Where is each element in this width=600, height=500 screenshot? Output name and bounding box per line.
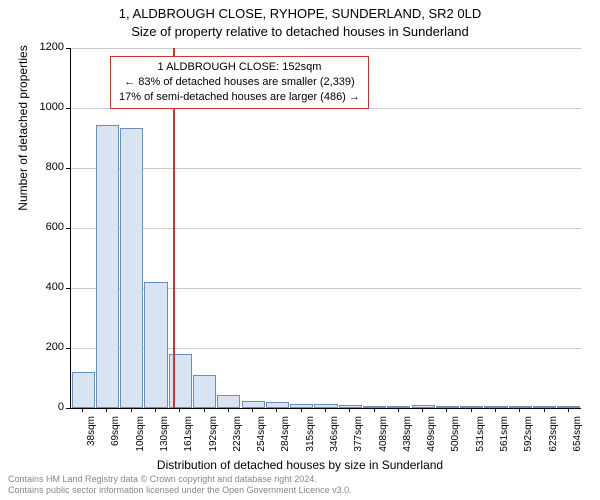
histogram-bar xyxy=(144,282,167,408)
y-tick-label: 0 xyxy=(34,401,64,413)
annotation-box: 1 ALDBROUGH CLOSE: 152sqm ← 83% of detac… xyxy=(110,56,369,109)
grid-line xyxy=(71,228,581,229)
grid-line xyxy=(71,48,581,49)
histogram-bar xyxy=(363,406,386,408)
y-tick-label: 200 xyxy=(34,341,64,353)
x-tick-label: 408sqm xyxy=(378,416,389,466)
x-tick-label: 254sqm xyxy=(256,416,267,466)
histogram-bar xyxy=(193,375,216,408)
histogram-bar xyxy=(217,395,240,409)
x-tick-mark xyxy=(422,408,423,412)
x-tick-mark xyxy=(276,408,277,412)
y-tick-label: 800 xyxy=(34,161,64,173)
y-axis-label: Number of detached properties xyxy=(16,28,30,228)
x-tick-mark xyxy=(519,408,520,412)
x-tick-label: 284sqm xyxy=(280,416,291,466)
histogram-bar xyxy=(290,404,313,409)
x-tick-mark xyxy=(301,408,302,412)
x-tick-mark xyxy=(204,408,205,412)
y-tick-mark xyxy=(66,108,70,109)
y-tick-mark xyxy=(66,288,70,289)
x-tick-label: 623sqm xyxy=(548,416,559,466)
y-tick-mark xyxy=(66,408,70,409)
x-tick-mark xyxy=(155,408,156,412)
chart-title-line1: 1, ALDBROUGH CLOSE, RYHOPE, SUNDERLAND, … xyxy=(0,6,600,21)
x-tick-label: 130sqm xyxy=(159,416,170,466)
x-tick-label: 377sqm xyxy=(353,416,364,466)
histogram-bar xyxy=(242,401,265,409)
x-tick-mark xyxy=(131,408,132,412)
y-tick-label: 1000 xyxy=(34,101,64,113)
x-tick-label: 500sqm xyxy=(450,416,461,466)
footer-text: Contains HM Land Registry data © Crown c… xyxy=(8,474,352,496)
y-tick-mark xyxy=(66,168,70,169)
x-tick-mark xyxy=(82,408,83,412)
x-tick-mark xyxy=(446,408,447,412)
x-tick-label: 654sqm xyxy=(572,416,583,466)
x-tick-label: 469sqm xyxy=(426,416,437,466)
histogram-bar xyxy=(339,405,362,408)
histogram-bar xyxy=(387,406,410,408)
annotation-line2: ← 83% of detached houses are smaller (2,… xyxy=(119,75,360,90)
x-tick-label: 438sqm xyxy=(402,416,413,466)
x-tick-mark xyxy=(179,408,180,412)
x-tick-label: 531sqm xyxy=(475,416,486,466)
footer-line1: Contains HM Land Registry data © Crown c… xyxy=(8,474,352,485)
x-tick-mark xyxy=(325,408,326,412)
x-tick-mark xyxy=(374,408,375,412)
chart-title-line2: Size of property relative to detached ho… xyxy=(0,24,600,39)
y-tick-mark xyxy=(66,48,70,49)
histogram-bar xyxy=(96,125,119,409)
x-tick-mark xyxy=(471,408,472,412)
histogram-bar xyxy=(72,372,95,408)
annotation-line3: 17% of semi-detached houses are larger (… xyxy=(119,90,360,105)
histogram-bar xyxy=(533,406,556,408)
histogram-bar xyxy=(120,128,143,409)
x-tick-mark xyxy=(544,408,545,412)
x-tick-mark xyxy=(398,408,399,412)
grid-line xyxy=(71,168,581,169)
x-tick-mark xyxy=(568,408,569,412)
annotation-line1: 1 ALDBROUGH CLOSE: 152sqm xyxy=(119,60,360,75)
histogram-bar xyxy=(460,406,483,408)
y-tick-label: 1200 xyxy=(34,41,64,53)
histogram-bar xyxy=(436,406,459,408)
x-tick-label: 223sqm xyxy=(232,416,243,466)
x-tick-label: 38sqm xyxy=(86,416,97,466)
x-tick-mark xyxy=(106,408,107,412)
histogram-bar xyxy=(509,406,532,408)
y-tick-label: 600 xyxy=(34,221,64,233)
footer-line2: Contains public sector information licen… xyxy=(8,485,352,496)
y-tick-mark xyxy=(66,348,70,349)
x-tick-label: 100sqm xyxy=(135,416,146,466)
x-tick-label: 192sqm xyxy=(208,416,219,466)
x-tick-label: 592sqm xyxy=(523,416,534,466)
histogram-bar xyxy=(557,406,580,408)
x-tick-label: 69sqm xyxy=(110,416,121,466)
x-tick-label: 561sqm xyxy=(499,416,510,466)
x-tick-mark xyxy=(252,408,253,412)
x-tick-label: 315sqm xyxy=(305,416,316,466)
x-tick-mark xyxy=(349,408,350,412)
y-tick-label: 400 xyxy=(34,281,64,293)
histogram-bar xyxy=(266,402,289,408)
x-tick-mark xyxy=(228,408,229,412)
y-tick-mark xyxy=(66,228,70,229)
chart-container: 1, ALDBROUGH CLOSE, RYHOPE, SUNDERLAND, … xyxy=(0,0,600,500)
x-tick-label: 161sqm xyxy=(183,416,194,466)
x-tick-label: 346sqm xyxy=(329,416,340,466)
x-tick-mark xyxy=(495,408,496,412)
